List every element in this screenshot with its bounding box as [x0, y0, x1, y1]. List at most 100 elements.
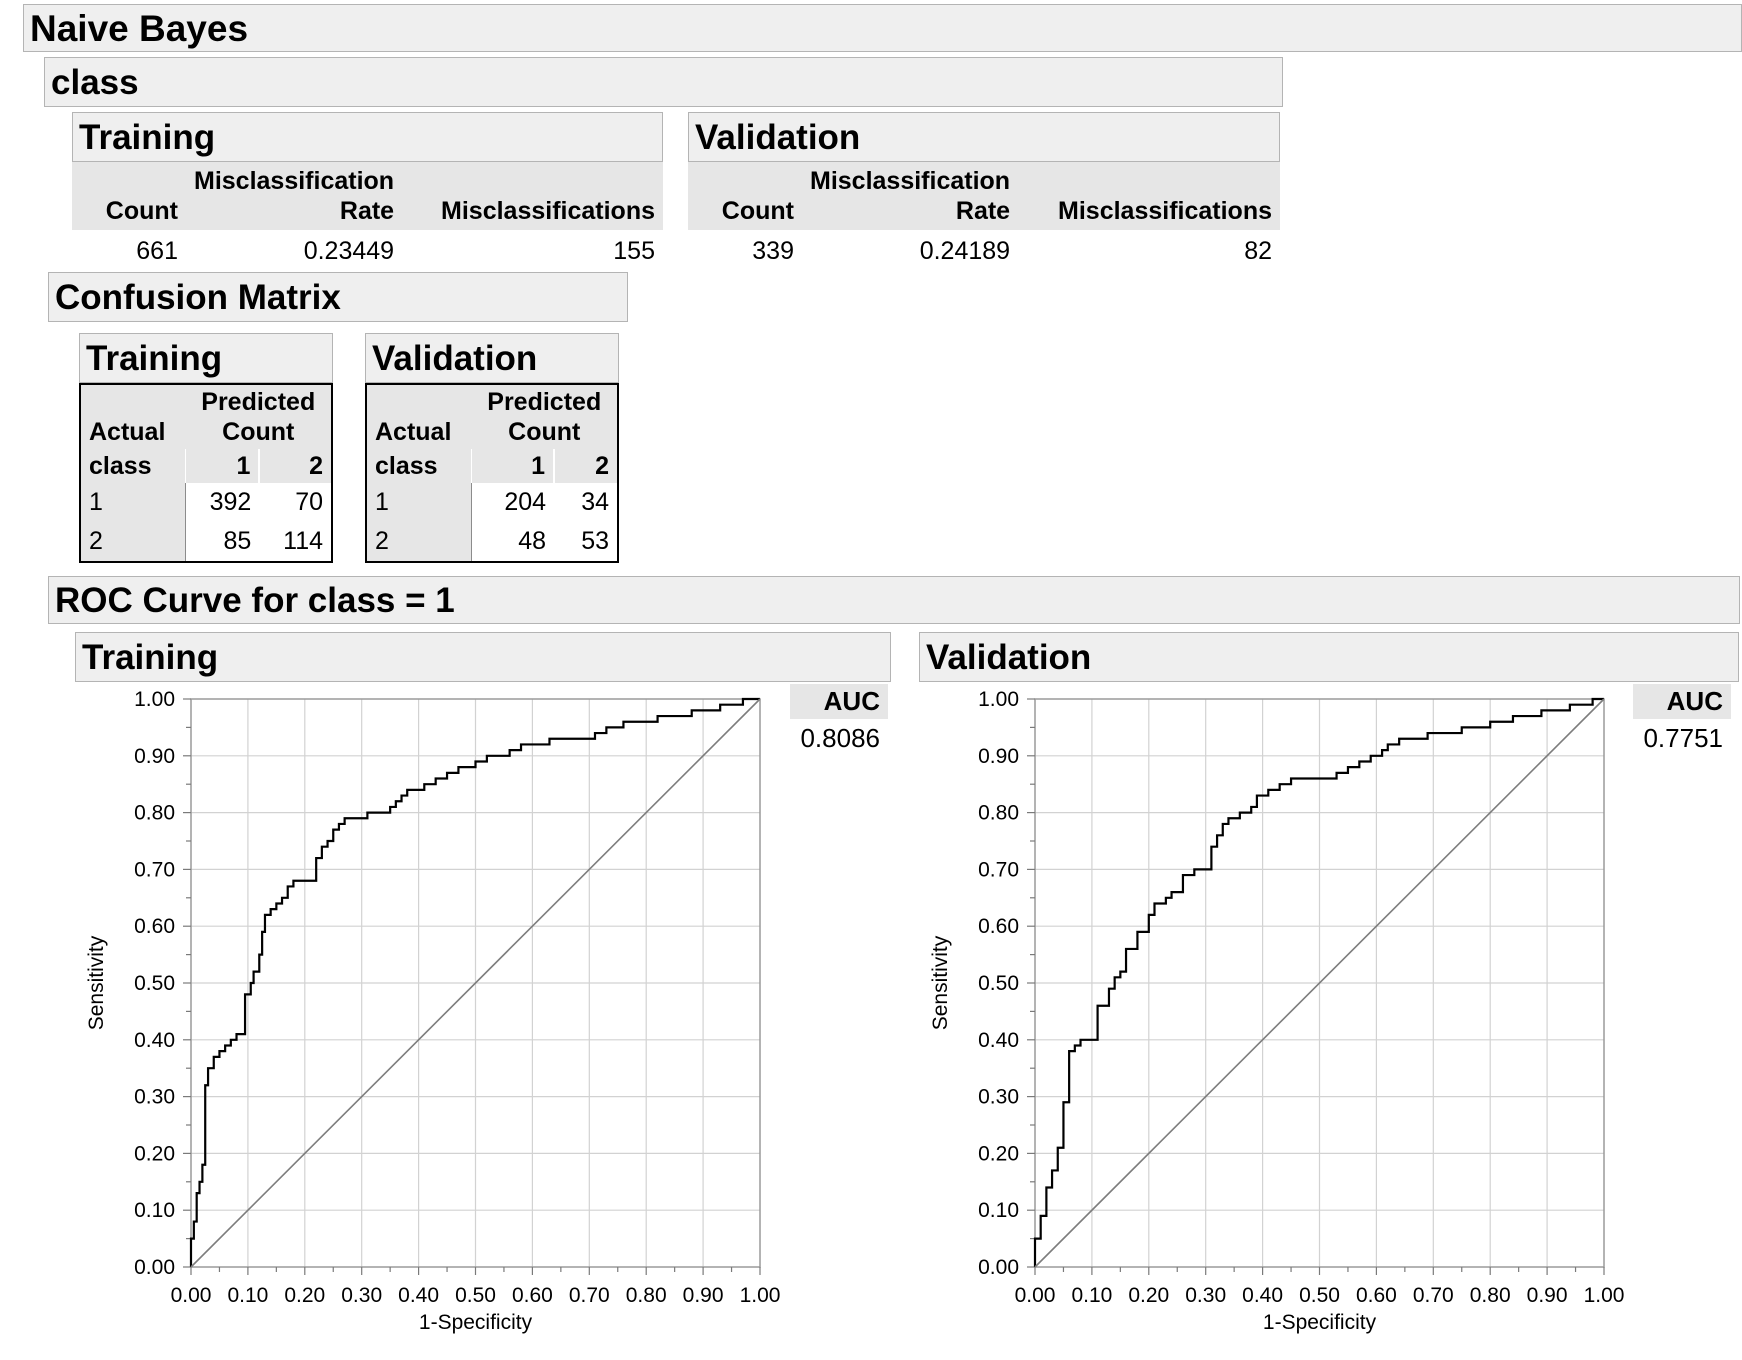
- roc-header[interactable]: ROC Curve for class = 1: [48, 576, 1740, 624]
- col-rate-line2: Rate: [955, 197, 1011, 225]
- y-tick-label: 1.00: [134, 688, 175, 711]
- cm-cell: 204: [504, 488, 547, 517]
- x-tick-label: 0.00: [171, 1284, 212, 1307]
- cm-actual-header: Actual: [366, 384, 472, 449]
- y-tick-label: 0.60: [978, 915, 1019, 938]
- cm-predicted-header: Predicted Count: [471, 384, 618, 449]
- cm-pred-level-2: 2: [259, 449, 332, 483]
- x-tick-label: 1.00: [1584, 1284, 1625, 1307]
- y-tick-label: 0.40: [978, 1029, 1019, 1052]
- table-row: 339 0.24189 82: [688, 230, 1280, 266]
- auc-header: AUC: [790, 684, 888, 719]
- confusion-matrix-header[interactable]: Confusion Matrix: [48, 272, 628, 322]
- x-tick-label: 1.00: [740, 1284, 781, 1307]
- auc-value: 0.8086: [800, 723, 880, 753]
- x-tick-label: 0.00: [1015, 1284, 1056, 1307]
- table-row: 661 0.23449 155: [72, 230, 663, 266]
- class-header[interactable]: class: [44, 57, 1283, 107]
- x-tick-label: 0.30: [1185, 1284, 1226, 1307]
- diagonal-reference-line: [190, 698, 761, 1268]
- cm-actual-level: 2: [366, 521, 472, 562]
- x-tick-label: 0.60: [1356, 1284, 1397, 1307]
- cm-pred-level-1: 1: [185, 449, 261, 483]
- y-tick-label: 0.80: [978, 802, 1019, 825]
- cm-actual-level: 2: [80, 521, 186, 562]
- x-axis-label: 1-Specificity: [419, 1311, 533, 1334]
- x-tick-label: 0.10: [227, 1284, 268, 1307]
- y-tick-label: 0.10: [134, 1199, 175, 1222]
- cm-validation-header[interactable]: Validation: [365, 333, 619, 383]
- y-tick-label: 0.30: [978, 1086, 1019, 1109]
- cm-actual-level: 1: [366, 483, 472, 522]
- col-rate-line1: Misclassification: [810, 167, 1011, 195]
- y-tick-label: 0.90: [978, 745, 1019, 768]
- y-tick-label: 0.50: [134, 972, 175, 995]
- x-tick-label: 0.70: [569, 1284, 610, 1307]
- y-tick-label: 0.10: [978, 1199, 1019, 1222]
- col-rate-line1: Misclassification: [194, 167, 395, 195]
- x-tick-label: 0.70: [1413, 1284, 1454, 1307]
- y-axis-label: Sensitivity: [85, 935, 108, 1030]
- cm-training-table: Actual Predicted Count class 1 2 1 392 7…: [79, 383, 333, 563]
- col-rate-line2: Rate: [339, 197, 395, 225]
- auc-validation-box: AUC 0.7751: [1633, 684, 1731, 758]
- rate-value: 0.24189: [919, 237, 1011, 265]
- y-tick-label: 0.00: [134, 1256, 175, 1279]
- cm-cell: 392: [209, 488, 252, 517]
- fit-training-table: Count Misclassification Rate Misclassifi…: [72, 162, 663, 266]
- cm-pred-level-2: 2: [554, 449, 618, 483]
- diagonal-reference-line: [1034, 698, 1605, 1268]
- x-tick-label: 0.80: [1470, 1284, 1511, 1307]
- x-tick-label: 0.10: [1071, 1284, 1112, 1307]
- cm-cell: 34: [581, 488, 609, 517]
- x-tick-label: 0.20: [284, 1284, 325, 1307]
- y-tick-label: 0.50: [978, 972, 1019, 995]
- fit-training-header[interactable]: Training: [72, 112, 663, 162]
- roc-training-header[interactable]: Training: [75, 632, 891, 682]
- col-count: Count: [72, 162, 186, 230]
- cm-validation-table: Actual Predicted Count class 1 2 1 204 3…: [365, 383, 619, 563]
- cm-training-header[interactable]: Training: [79, 333, 333, 383]
- fit-validation-header[interactable]: Validation: [688, 112, 1280, 162]
- x-tick-label: 0.50: [455, 1284, 496, 1307]
- table-row: 1 392 70: [80, 483, 332, 522]
- cm-predicted-label: Predicted: [487, 388, 602, 416]
- cm-cell: 53: [581, 527, 609, 556]
- x-tick-label: 0.90: [683, 1284, 724, 1307]
- miscl-value: 82: [1244, 237, 1272, 265]
- fit-validation-table: Count Misclassification Rate Misclassifi…: [688, 162, 1280, 266]
- col-rate: Misclassification Rate: [186, 162, 403, 230]
- x-tick-label: 0.30: [341, 1284, 382, 1307]
- report-title[interactable]: Naive Bayes: [23, 4, 1742, 52]
- roc-curve: [189, 697, 760, 1267]
- cm-cell: 48: [518, 527, 547, 556]
- x-tick-label: 0.40: [1242, 1284, 1283, 1307]
- cm-cell: 70: [295, 488, 323, 517]
- x-tick-label: 0.90: [1527, 1284, 1568, 1307]
- cm-pred-level-1: 1: [471, 449, 556, 483]
- col-count: Count: [688, 162, 802, 230]
- cm-class-header: class: [366, 449, 472, 483]
- cm-actual-header: Actual: [80, 384, 186, 449]
- miscl-value: 155: [613, 237, 655, 265]
- roc-validation-header[interactable]: Validation: [919, 632, 1739, 682]
- count-value: 339: [752, 237, 794, 265]
- cm-count-label: Count: [222, 418, 295, 446]
- cm-actual-level: 1: [80, 483, 186, 522]
- cm-class-header: class: [80, 449, 186, 483]
- x-tick-label: 0.80: [626, 1284, 667, 1307]
- rate-value: 0.23449: [303, 237, 395, 265]
- y-tick-label: 0.30: [134, 1086, 175, 1109]
- x-tick-label: 0.20: [1128, 1284, 1169, 1307]
- y-tick-label: 0.40: [134, 1029, 175, 1052]
- cm-cell: 85: [223, 527, 252, 556]
- y-tick-label: 0.60: [134, 915, 175, 938]
- count-value: 661: [136, 237, 178, 265]
- y-tick-label: 1.00: [978, 688, 1019, 711]
- cm-predicted-header: Predicted Count: [185, 384, 332, 449]
- auc-value: 0.7751: [1643, 723, 1723, 753]
- auc-header: AUC: [1633, 684, 1731, 719]
- y-axis-label: Sensitivity: [929, 935, 952, 1030]
